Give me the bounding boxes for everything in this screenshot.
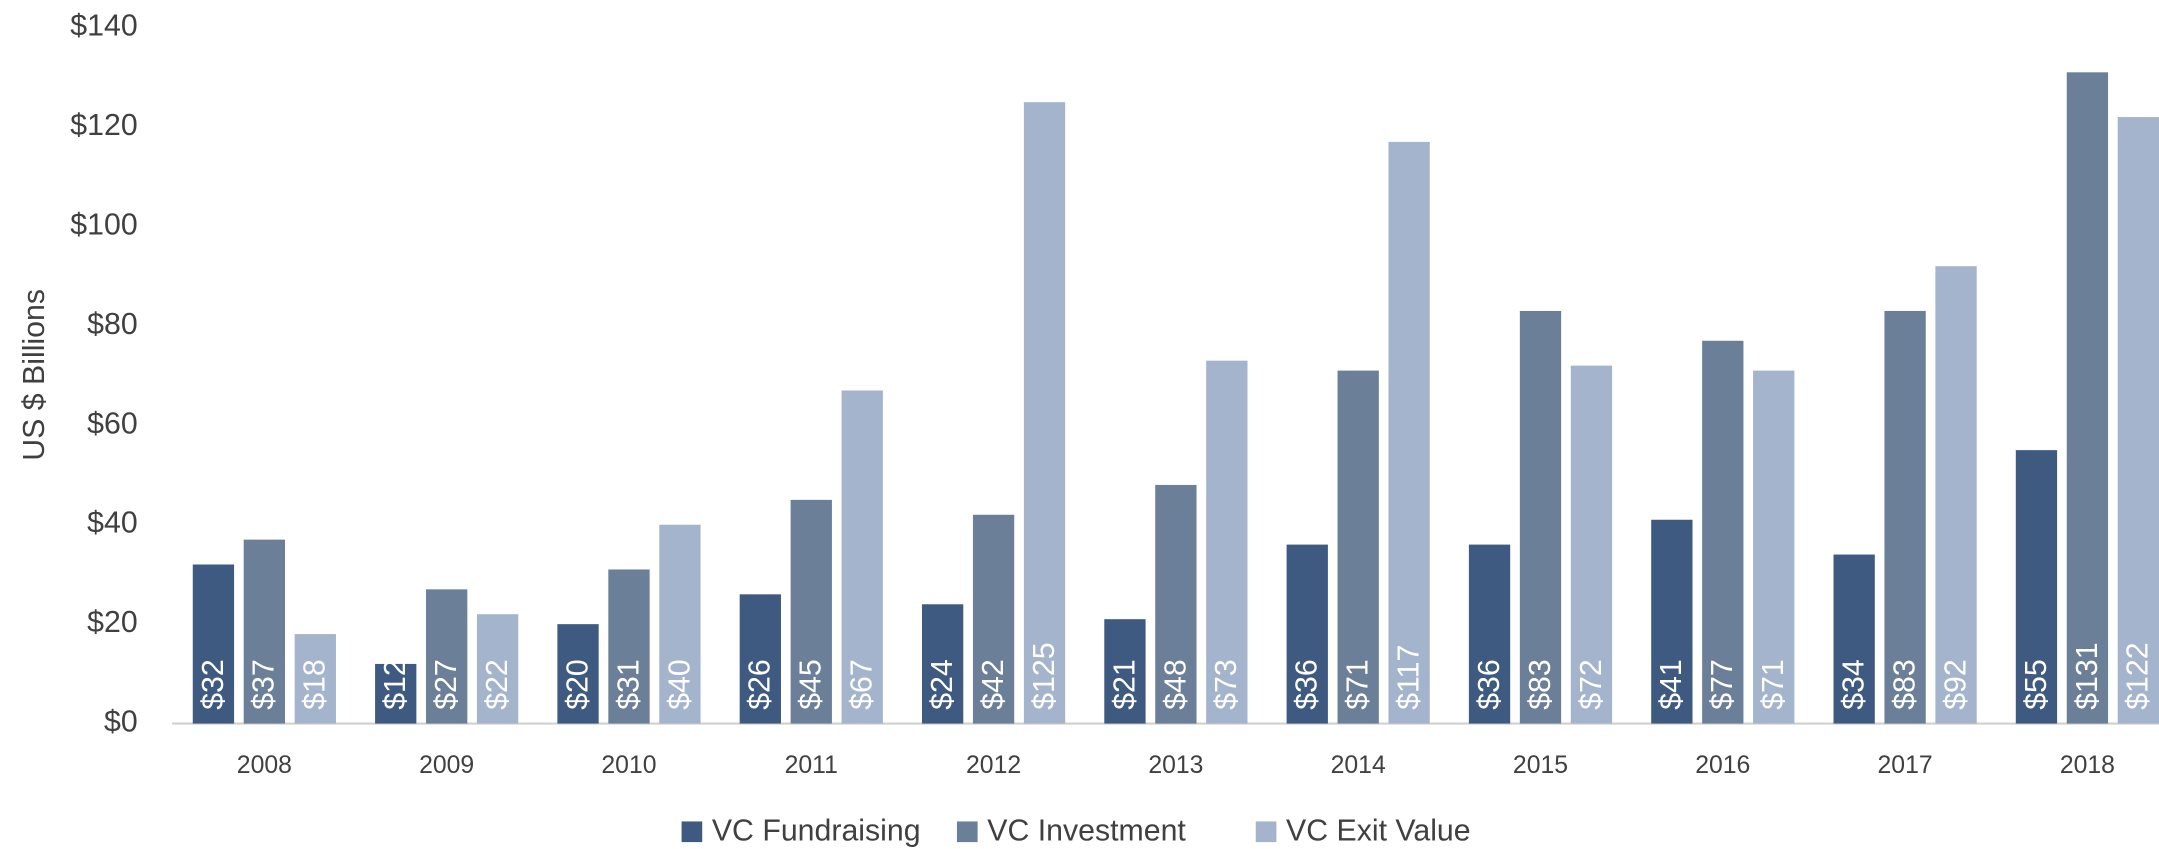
bar	[1753, 370, 1795, 724]
bar	[2066, 72, 2109, 724]
value-label: $26	[744, 659, 777, 710]
bar	[1833, 554, 1875, 724]
bar	[1468, 544, 1511, 724]
x-tick-label: 2017	[1878, 752, 1933, 779]
value-label: $34	[1838, 659, 1871, 710]
value-label: $131	[2071, 642, 2104, 709]
legend-label: VC Investment	[987, 814, 1186, 847]
bar	[1702, 340, 1744, 724]
value-label: $40	[663, 659, 696, 710]
x-tick-label: 2011	[785, 752, 838, 779]
bar	[1651, 519, 1693, 724]
value-label: $37	[248, 659, 281, 710]
value-label: $36	[1473, 659, 1506, 710]
bar	[192, 564, 235, 724]
y-tick-label: $40	[87, 507, 138, 540]
x-tick-label: 2012	[966, 752, 1021, 779]
y-tick-label: $20	[87, 606, 138, 639]
bar	[476, 614, 519, 724]
bar	[921, 604, 964, 724]
x-tick-label: 2014	[1331, 752, 1386, 779]
value-label: $36	[1291, 659, 1324, 710]
value-label: $125	[1028, 642, 1061, 709]
value-label: $20	[561, 659, 594, 710]
x-tick-label: 2013	[1148, 752, 1203, 779]
value-label: $22	[481, 659, 514, 710]
bar	[1286, 544, 1328, 724]
bar	[972, 514, 1015, 724]
y-tick-label: $140	[70, 10, 137, 43]
value-label: $12	[379, 659, 412, 710]
bar	[1570, 365, 1613, 724]
value-label: $21	[1108, 659, 1141, 710]
bar	[557, 624, 599, 724]
bar	[1884, 310, 1926, 724]
value-label: $32	[197, 659, 230, 710]
value-label: $92	[1939, 659, 1972, 710]
bar	[790, 499, 832, 724]
x-tick-label: 2008	[237, 752, 292, 779]
y-tick-label: $100	[70, 208, 137, 241]
y-tick-label: $60	[87, 407, 138, 440]
legend-swatch	[681, 821, 703, 843]
value-label: $41	[1655, 659, 1688, 710]
bar	[739, 594, 781, 724]
value-label: $45	[795, 659, 828, 710]
value-label: $72	[1575, 659, 1608, 710]
bar	[243, 539, 286, 724]
bar	[375, 663, 417, 724]
legend-label: VC Exit Value	[1286, 814, 1471, 847]
x-tick-label: 2009	[419, 752, 474, 779]
x-tick-label: 2010	[601, 752, 656, 779]
value-label: $77	[1706, 659, 1739, 710]
bar	[2117, 117, 2159, 724]
value-label: $73	[1210, 659, 1243, 710]
bar	[1206, 360, 1248, 724]
legend-swatch	[956, 821, 978, 843]
value-label: $67	[846, 659, 879, 710]
y-tick-label: $120	[70, 109, 137, 142]
value-label: $24	[926, 659, 959, 710]
value-label: $42	[977, 659, 1010, 710]
bar	[659, 524, 701, 724]
y-axis-title: US $ Billions	[18, 289, 51, 461]
value-label: $31	[612, 659, 645, 710]
bar	[1935, 266, 1977, 724]
value-label: $71	[1342, 659, 1375, 710]
bar	[1023, 102, 1066, 724]
value-label: $71	[1757, 659, 1790, 710]
bar	[1104, 619, 1146, 724]
bar	[426, 589, 468, 724]
value-label: $18	[299, 659, 332, 710]
value-label: $27	[430, 659, 463, 710]
x-tick-label: 2018	[2060, 752, 2115, 779]
bar	[1519, 310, 1562, 724]
bar	[294, 634, 336, 724]
value-label: $83	[1888, 659, 1921, 710]
bar	[1155, 484, 1197, 724]
y-tick-label: $80	[87, 308, 138, 341]
value-label: $55	[2020, 659, 2053, 710]
legend-swatch	[1255, 821, 1277, 843]
x-tick-label: 2015	[1513, 752, 1568, 779]
value-label: $122	[2122, 642, 2155, 709]
legend-label: VC Fundraising	[712, 814, 921, 847]
value-label: $83	[1524, 659, 1557, 710]
bar	[2015, 450, 2058, 724]
bar	[1388, 141, 1430, 724]
value-label: $48	[1159, 659, 1192, 710]
x-tick-label: 2016	[1695, 752, 1750, 779]
bar	[841, 390, 883, 724]
bar	[608, 569, 650, 724]
bar	[1337, 370, 1379, 724]
y-tick-label: $0	[104, 706, 138, 739]
value-label: $117	[1393, 645, 1426, 710]
